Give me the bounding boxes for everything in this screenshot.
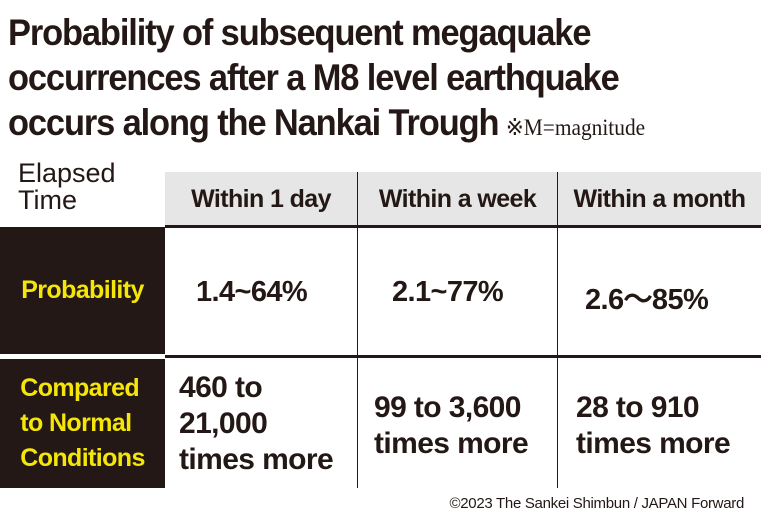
probability-month: 2.6～85% (585, 284, 709, 316)
elapsed-time-label: Elapsed Time (18, 160, 116, 214)
compared-month-line-2: times more (576, 427, 731, 460)
magnitude-note: ※M=magnitude (505, 115, 646, 140)
title-line-3: occurs along the Nankai Trough ※M=magnitu… (8, 100, 715, 150)
copyright-credit: ©2023 The Sankei Shimbun / JAPAN Forward (449, 495, 745, 512)
elapsed-time-label-line-2: Time (18, 185, 77, 215)
compared-1-day: 460 to 21,000 times more (179, 370, 334, 478)
column-header-1-day: Within 1 day (165, 172, 357, 226)
header-divider (165, 225, 761, 228)
compared-month: 28 to 910 times more (576, 390, 731, 462)
title-line-1: Probability of subsequent megaquake (8, 12, 591, 53)
row-label-compared: Compared to Normal Conditions (0, 359, 165, 488)
probability-1-day: 1.4~64% (196, 276, 308, 308)
compared-week: 99 to 3,600 times more (374, 390, 529, 462)
compared-1-day-line-1: 460 to (179, 371, 263, 404)
compared-month-line-1: 28 to 910 (576, 391, 700, 424)
title-line-3-text: occurs along the Nankai Trough (8, 102, 500, 143)
row-label-compared-line-2: to Normal (20, 409, 132, 437)
infographic-title: Probability of subsequent megaquake occu… (8, 10, 715, 150)
compared-week-line-1: 99 to 3,600 (374, 391, 521, 424)
row-label-compared-line-3: Conditions (20, 444, 145, 472)
column-header-month: Within a month (558, 172, 761, 226)
compared-week-line-2: times more (374, 427, 529, 460)
compared-1-day-line-3: times more (179, 443, 334, 476)
row-label-compared-line-1: Compared (20, 374, 140, 402)
column-divider-1 (357, 172, 358, 488)
compared-1-day-line-2: 21,000 (179, 407, 268, 440)
column-header-week: Within a week (358, 172, 557, 226)
column-divider-2 (557, 172, 558, 488)
row-label-probability: Probability (0, 227, 165, 354)
row-divider (165, 355, 761, 358)
elapsed-time-label-line-1: Elapsed (18, 158, 116, 188)
probability-week: 2.1~77% (392, 276, 504, 308)
title-line-2: occurrences after a M8 level earthquake (8, 57, 620, 98)
